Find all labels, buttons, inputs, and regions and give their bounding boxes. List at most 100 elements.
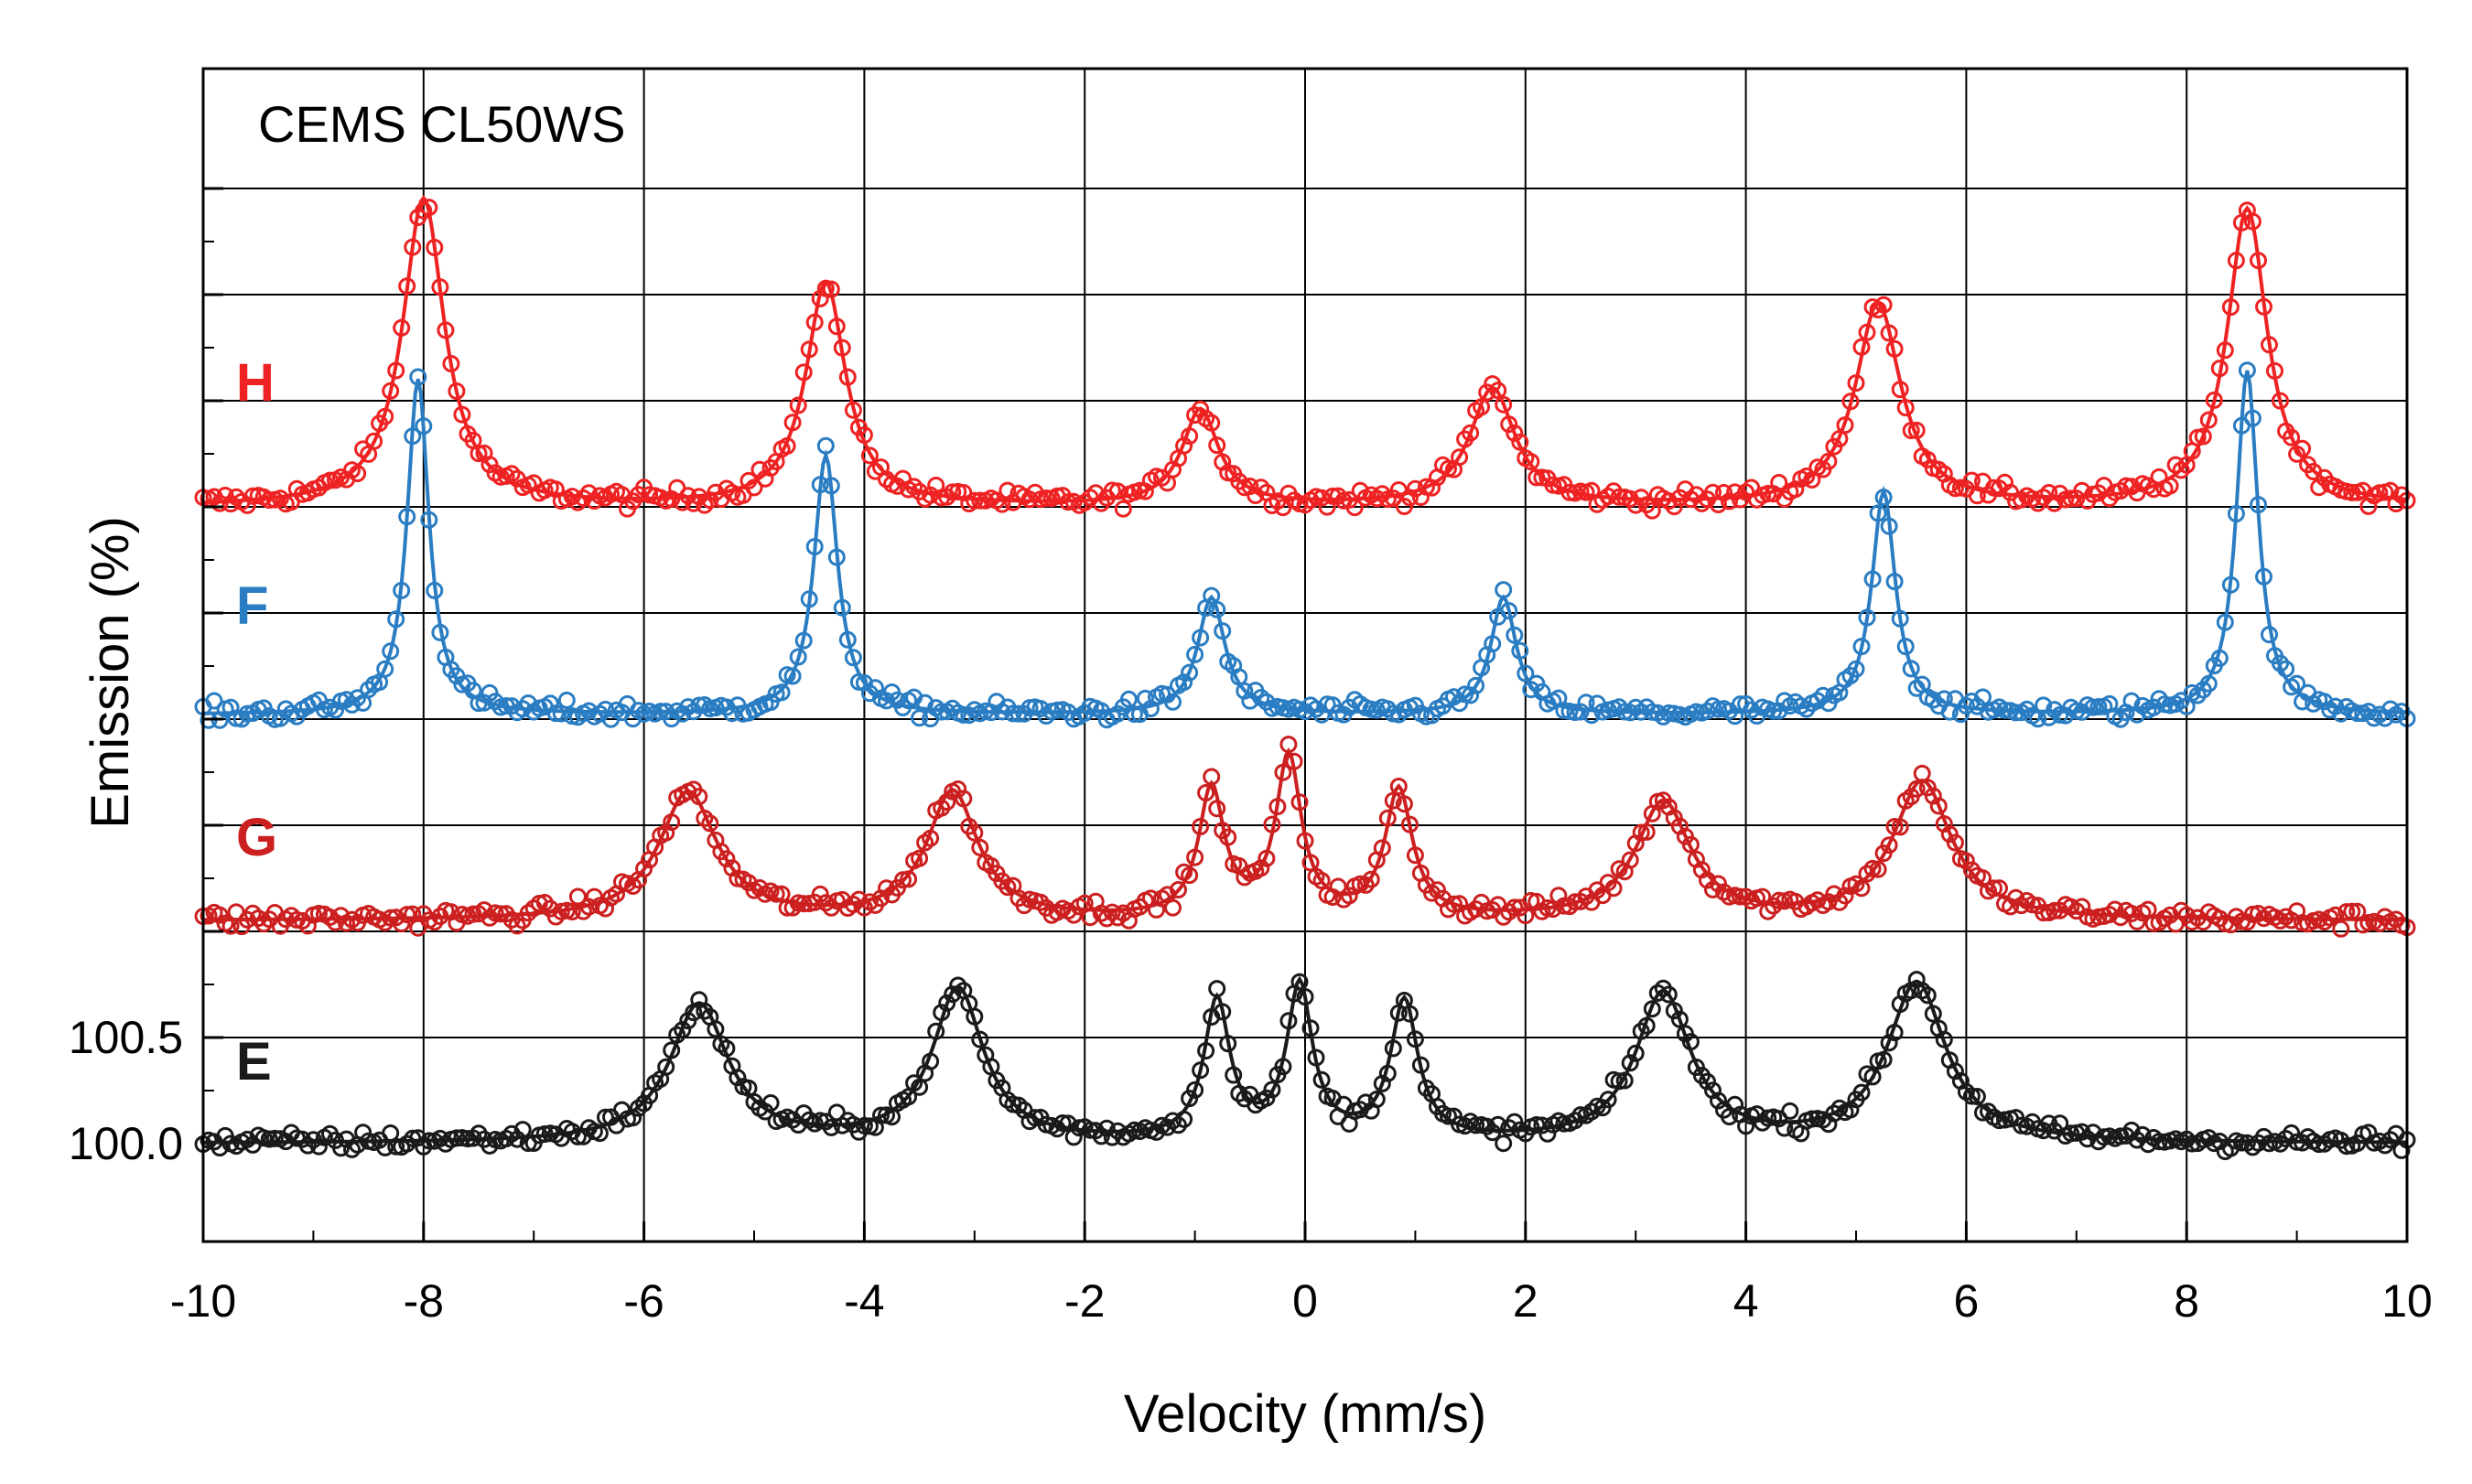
data-point	[1323, 487, 1342, 505]
data-point	[1263, 1081, 1281, 1099]
series-labels: H F G E	[236, 353, 277, 1091]
data-point	[2381, 700, 2400, 718]
x-tick-label: -6	[623, 1275, 664, 1327]
data-point	[938, 994, 956, 1012]
data-point	[2337, 1137, 2356, 1156]
tick-marks	[201, 187, 2409, 1242]
data-point	[238, 496, 256, 514]
data-point	[1699, 1072, 1716, 1091]
data-point	[1710, 1091, 1727, 1110]
data-point	[860, 446, 879, 465]
data-point	[2283, 428, 2301, 446]
y-tick-labels: 100.0 100.5	[69, 1012, 183, 1169]
data-point	[696, 496, 714, 514]
series-G	[194, 736, 2416, 938]
data-point	[2117, 1126, 2135, 1145]
data-point	[1962, 1087, 1981, 1105]
data-point	[1566, 704, 1584, 721]
data-point	[2199, 411, 2218, 429]
data-point	[1290, 973, 1309, 991]
data-point	[1770, 891, 1788, 909]
data-point	[822, 1118, 840, 1136]
series-label-H: H	[236, 353, 275, 413]
x-tick-label: 8	[2174, 1275, 2199, 1327]
data-point	[971, 838, 989, 856]
data-point	[1092, 494, 1110, 512]
data-point	[1312, 1070, 1331, 1089]
data-point	[668, 479, 686, 497]
data-point	[855, 1116, 873, 1135]
data-point	[327, 701, 344, 719]
data-point	[1103, 903, 1121, 921]
data-point	[1048, 701, 1066, 719]
data-point	[1181, 663, 1199, 682]
x-tick-label: -8	[404, 1275, 444, 1327]
data-point	[2133, 1125, 2152, 1144]
data-point	[546, 704, 565, 723]
data-point	[2199, 1129, 2218, 1147]
data-point	[1114, 500, 1132, 518]
data-point	[1440, 1107, 1457, 1125]
data-point	[1681, 835, 1700, 854]
data-point	[1362, 870, 1380, 888]
data-point	[1721, 492, 1738, 511]
series-label-G: G	[236, 808, 277, 867]
data-point	[1367, 1091, 1386, 1108]
data-point	[1467, 676, 1485, 694]
data-point	[1373, 839, 1391, 857]
data-point	[1462, 686, 1480, 704]
data-point	[1075, 493, 1094, 511]
data-point	[508, 917, 526, 935]
data-point	[2332, 919, 2350, 938]
data-point	[2089, 698, 2108, 715]
data-point	[2310, 1135, 2328, 1154]
data-point	[1373, 485, 1391, 503]
x-tick-label: 6	[1953, 1275, 1979, 1327]
data-point	[657, 1058, 675, 1076]
data-point	[2084, 698, 2102, 716]
grid-lines	[203, 69, 2407, 1242]
data-point	[502, 1124, 521, 1143]
data-point	[1781, 1102, 1799, 1120]
data-point	[1626, 1044, 1645, 1062]
data-point	[2277, 1130, 2295, 1147]
data-point	[2194, 427, 2212, 446]
data-point	[205, 692, 223, 710]
data-point	[811, 885, 829, 903]
data-point	[1863, 1068, 1882, 1086]
data-point	[1478, 383, 1496, 402]
data-point	[265, 1129, 284, 1147]
data-point	[1710, 700, 1727, 718]
series-layer	[194, 195, 2416, 1160]
data-point	[1659, 985, 1678, 1004]
data-point	[2348, 704, 2367, 723]
data-point	[1748, 1105, 1766, 1124]
data-point	[1506, 424, 1524, 442]
data-point	[1153, 468, 1171, 487]
data-point	[309, 1137, 328, 1156]
data-point	[1506, 898, 1524, 917]
data-point	[674, 1021, 692, 1039]
data-point	[772, 683, 791, 702]
data-point	[690, 696, 708, 715]
fit-line	[203, 975, 2407, 1145]
data-point	[1356, 876, 1375, 894]
data-point	[349, 689, 367, 707]
data-point	[1687, 486, 1705, 504]
x-tick-label: -4	[844, 1275, 884, 1327]
data-point	[844, 649, 862, 667]
data-point	[464, 905, 482, 923]
data-point	[1429, 881, 1446, 899]
data-point	[767, 885, 785, 903]
data-point	[398, 906, 416, 924]
data-point	[2172, 461, 2190, 479]
data-point	[729, 1069, 747, 1087]
data-point	[944, 483, 962, 501]
y-tick-label: 100.5	[69, 1012, 183, 1063]
data-point	[2376, 908, 2394, 926]
series-label-E: E	[236, 1032, 272, 1091]
data-point	[1621, 851, 1639, 869]
data-point	[260, 1130, 278, 1148]
data-point	[1252, 479, 1270, 497]
